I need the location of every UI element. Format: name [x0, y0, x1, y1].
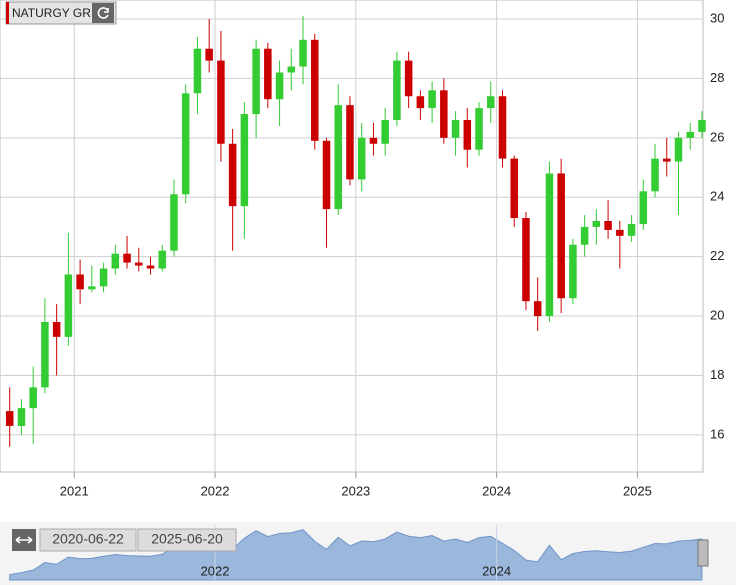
- candle-body: [287, 66, 296, 73]
- candle-body: [639, 191, 648, 224]
- candle-body: [17, 408, 26, 426]
- candle-body: [580, 226, 589, 245]
- candle-body: [440, 90, 448, 138]
- title-box: NATURGY GR: [5, 1, 117, 25]
- start-date: 2020-06-22: [52, 531, 124, 547]
- candle-body: [533, 301, 542, 317]
- y-tick-label: 26: [710, 129, 724, 144]
- y-tick-label: 16: [710, 426, 724, 441]
- candle-body: [205, 48, 213, 61]
- candle-body: [111, 253, 120, 269]
- candle-body: [463, 120, 472, 150]
- candle-body: [228, 143, 237, 207]
- candle-body: [592, 220, 601, 227]
- candle-body: [64, 274, 73, 337]
- candle-body: [404, 60, 413, 97]
- x-tick-label: 2023: [341, 483, 370, 498]
- candle-body: [193, 48, 202, 94]
- candle-body: [428, 90, 436, 109]
- end-date: 2025-06-20: [151, 531, 223, 547]
- candle-body: [135, 262, 143, 266]
- candle-body: [76, 274, 84, 290]
- candle-body: [569, 244, 577, 299]
- candle-body: [88, 286, 96, 290]
- candle-body: [311, 39, 319, 141]
- title-marker: [6, 2, 9, 24]
- navigator-right-handle[interactable]: [697, 539, 709, 567]
- range-arrow-icon: [15, 536, 33, 544]
- candle-body: [498, 96, 507, 159]
- y-tick-label: 18: [710, 367, 724, 382]
- candle-body: [522, 218, 530, 302]
- candle-body: [29, 387, 37, 409]
- candle-body: [99, 268, 108, 287]
- candle-body: [616, 229, 624, 236]
- y-tick-label: 24: [710, 189, 724, 204]
- navigator-tick-label: 2022: [201, 563, 230, 578]
- x-tick-label: 2025: [623, 483, 652, 498]
- candle-body: [475, 108, 483, 150]
- candle-body: [651, 158, 659, 192]
- candle-body: [5, 411, 14, 426]
- y-tick-label: 30: [710, 10, 724, 25]
- candle-body: [557, 173, 565, 299]
- candle-body: [545, 173, 554, 317]
- plot-area: [0, 0, 704, 473]
- candle-body: [510, 158, 518, 219]
- refresh-icon: [97, 7, 109, 19]
- candle-body: [123, 253, 131, 263]
- start-date-input[interactable]: [39, 528, 137, 552]
- candle-body: [158, 250, 166, 269]
- y-tick-label: 20: [710, 307, 724, 322]
- candle-body: [240, 114, 249, 207]
- refresh-button[interactable]: [92, 3, 114, 23]
- candle-body: [627, 223, 636, 236]
- navigator-tick-label: 2024: [482, 563, 511, 578]
- candle-body: [357, 137, 366, 180]
- candle-body: [674, 137, 683, 162]
- candle-body: [264, 48, 272, 100]
- candle-body: [322, 140, 331, 210]
- x-tick-label: 2024: [482, 483, 511, 498]
- candle-body: [698, 120, 706, 132]
- candle-body: [299, 39, 307, 67]
- candle-body: [252, 48, 260, 115]
- x-tick-label: 2021: [60, 483, 89, 498]
- candle-body: [217, 60, 225, 144]
- y-tick-label: 22: [710, 248, 724, 263]
- title-clip: NATURGY GR: [12, 6, 91, 20]
- candle-body: [686, 131, 694, 138]
- candle-body: [334, 105, 342, 210]
- y-tick-label: 28: [710, 70, 724, 85]
- candle-body: [369, 137, 378, 144]
- end-date-input[interactable]: [137, 528, 237, 552]
- candle-body: [381, 120, 389, 144]
- candle-body: [604, 220, 612, 230]
- candle-body: [146, 265, 155, 269]
- candle-body: [275, 72, 284, 100]
- chart-title: NATURGY GR: [12, 6, 91, 20]
- candle-body: [346, 105, 354, 180]
- x-tick-label: 2022: [201, 483, 230, 498]
- candle-body: [487, 96, 495, 109]
- candle-body: [451, 120, 460, 138]
- candle-body: [663, 158, 671, 162]
- candle-body: [393, 60, 401, 121]
- candle-body: [41, 321, 49, 388]
- candle-body: [170, 194, 178, 251]
- candle-body: [416, 96, 425, 109]
- candle-body: [181, 93, 190, 195]
- candle-body: [52, 321, 61, 337]
